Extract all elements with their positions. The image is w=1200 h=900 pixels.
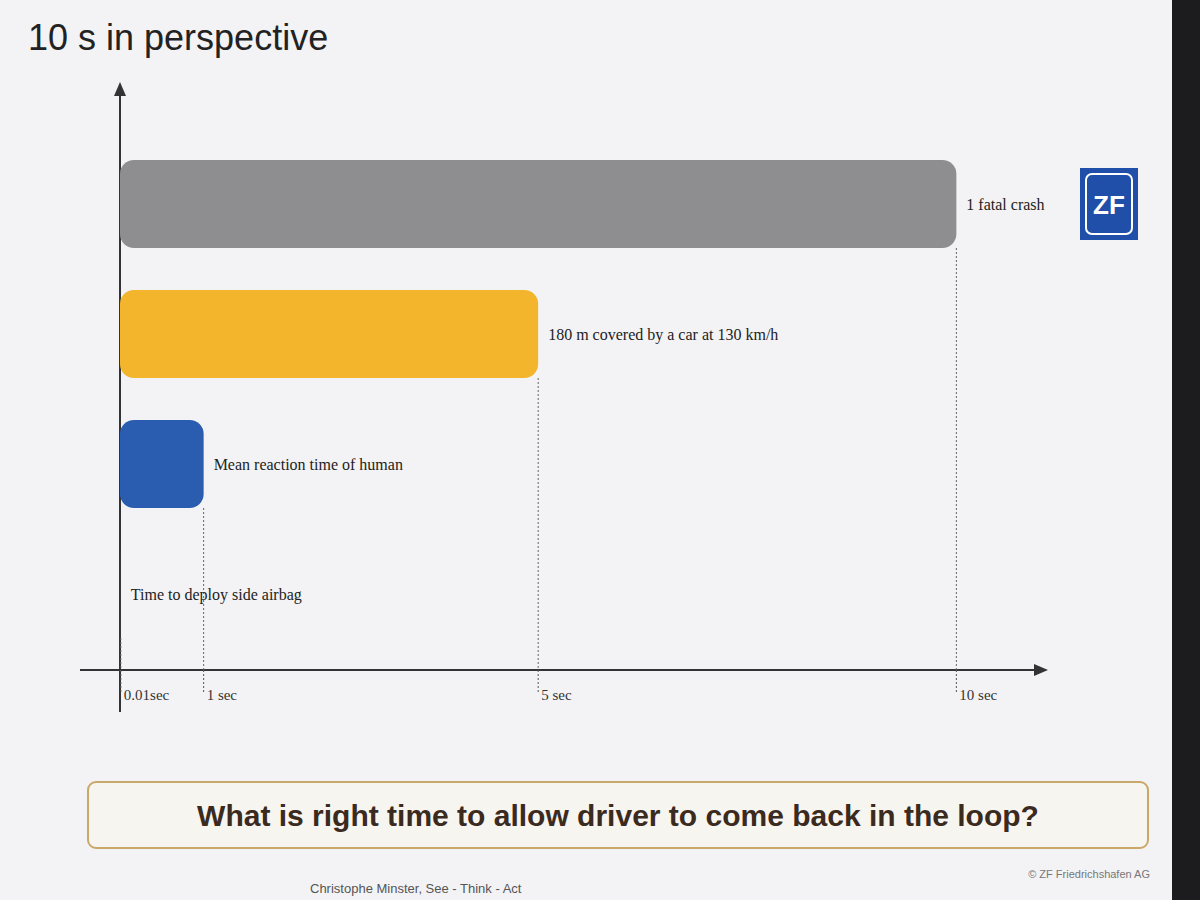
drop-line <box>538 378 539 670</box>
bar <box>120 160 956 248</box>
logo-frame <box>1086 174 1132 234</box>
logo: ZF <box>1080 168 1138 240</box>
logo-box <box>1080 168 1138 240</box>
bar-label: 180 m covered by a car at 130 km/h <box>548 326 778 344</box>
x-tick-label: 5 sec <box>541 687 572 703</box>
title: 10 s in perspective <box>28 17 328 58</box>
x-axis <box>80 669 1040 671</box>
bar-label: Mean reaction time of human <box>214 456 403 473</box>
x-tick <box>203 670 204 692</box>
presenter: Christophe Minster, See - Think - Act <box>310 881 522 896</box>
y-axis-arrow <box>114 82 126 96</box>
x-tick-label: 1 sec <box>207 687 238 703</box>
bar <box>120 550 121 638</box>
logo-text: ZF <box>1093 190 1125 220</box>
x-tick-label: 0.01sec <box>124 687 170 703</box>
bar <box>120 290 538 378</box>
bar-labels: 1 fatal crash 180 m covered by a car at 1… <box>131 196 1045 604</box>
x-tick-label: 10 sec <box>959 687 997 703</box>
drop-line <box>956 248 957 670</box>
question: What is right time to allow driver to co… <box>197 799 1039 832</box>
x-tick <box>956 670 957 692</box>
x-axis-arrow <box>1034 664 1048 676</box>
slide-background <box>0 0 1172 900</box>
x-tick <box>538 670 539 692</box>
bar <box>120 420 204 508</box>
drop-lines <box>121 248 957 670</box>
drop-line <box>120 638 121 670</box>
x-tick <box>120 670 121 692</box>
copyright: © ZF Friedrichshafen AG <box>1028 868 1150 880</box>
bar-label: Time to deploy side airbag <box>131 586 302 604</box>
slide-canvas: 10 s in perspective ZF 0.01sec 1 sec 5 sec 10… <box>0 0 1200 900</box>
question-box <box>88 782 1148 848</box>
bar-label: 1 fatal crash <box>966 196 1044 213</box>
